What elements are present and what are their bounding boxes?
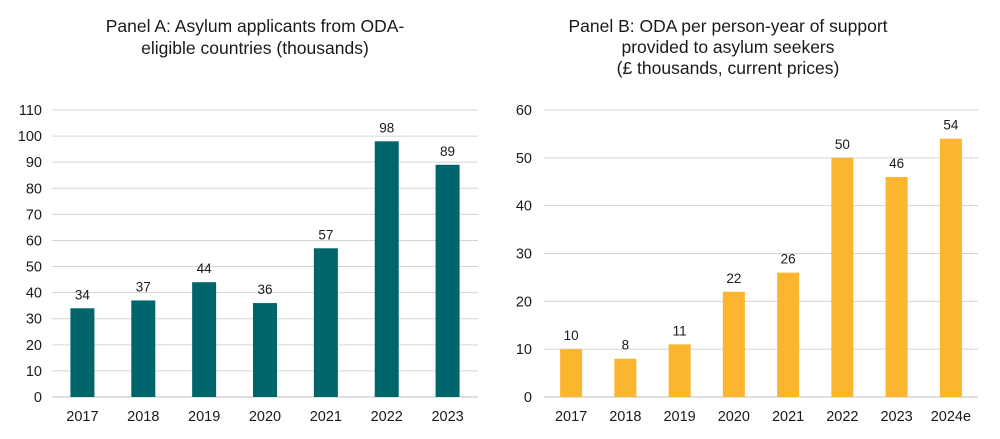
- panel-b-x-tick-label-2018: 2018: [609, 409, 641, 425]
- panel-b-y-tick-label: 40: [516, 199, 532, 215]
- panel-a-bar-2019: [192, 282, 217, 397]
- panel-b-data-label-2022: 50: [835, 137, 850, 152]
- panel-b-x-tick-label-2020: 2020: [718, 409, 750, 425]
- panel-a-y-tick-label: 0: [34, 390, 42, 406]
- panel-b-x-tick-label-2022: 2022: [826, 409, 858, 425]
- panel-b-x-tick-label-2021: 2021: [772, 409, 804, 425]
- panel-a-y-tick-label: 30: [26, 312, 42, 328]
- panel-a-data-label-2022: 98: [379, 120, 394, 135]
- panel-a-bar-2017: [70, 308, 95, 397]
- panel-a-data-label-2017: 34: [75, 287, 91, 302]
- panel-b-bar-2017: [560, 349, 583, 397]
- panel-a-y-tick-label: 50: [26, 260, 42, 276]
- panel-b-y-tick-label: 20: [516, 294, 532, 310]
- panel-b-bar-2024e: [939, 138, 962, 397]
- panel-b-bar-2018: [614, 358, 637, 397]
- panel-b-bar-2023: [885, 176, 908, 397]
- panel-a-bar-2022: [374, 141, 399, 397]
- panel-a-x-tick-label-2019: 2019: [188, 409, 220, 425]
- panel-a-data-label-2019: 44: [197, 261, 213, 276]
- panel-a-bar-2018: [131, 300, 156, 397]
- panel-b-x-tick-label-2023: 2023: [880, 409, 912, 425]
- panel-a-x-tick-label-2022: 2022: [371, 409, 403, 425]
- panel-a-data-label-2018: 37: [136, 279, 151, 294]
- panel-a-title-line: Panel A: Asylum applicants from ODA-: [106, 16, 405, 36]
- panel-a-chart: Panel A: Asylum applicants from ODA-elig…: [18, 16, 478, 425]
- panel-a-y-tick-label: 100: [18, 129, 42, 145]
- panel-b-chart: Panel B: ODA per person-year of supportp…: [516, 16, 978, 425]
- panel-b-bar-2021: [777, 272, 800, 397]
- panel-b-data-label-2019: 11: [673, 323, 687, 338]
- panel-a-y-tick-label: 110: [19, 103, 42, 119]
- panel-b-data-label-2021: 26: [781, 252, 796, 267]
- panel-b-title-line: (£ thousands, current prices): [617, 58, 840, 78]
- panel-a-y-tick-label: 40: [26, 286, 42, 302]
- panel-a-y-tick-label: 20: [26, 338, 42, 354]
- panel-a-x-tick-label-2021: 2021: [310, 409, 342, 425]
- panel-b-x-tick-label-2024e: 2024e: [931, 409, 971, 425]
- panel-b-y-tick-label: 60: [516, 103, 532, 119]
- panel-b-data-label-2018: 8: [622, 338, 630, 353]
- panel-b-y-tick-label: 30: [516, 247, 532, 263]
- panel-a-y-tick-label: 70: [26, 207, 42, 223]
- panel-a-y-tick-label: 80: [26, 181, 42, 197]
- panel-a-title-line: eligible countries (thousands): [141, 38, 369, 58]
- panel-a-x-tick-label-2020: 2020: [249, 409, 281, 425]
- panel-a-data-label-2021: 57: [318, 227, 333, 242]
- panel-b-title-line: Panel B: ODA per person-year of support: [568, 16, 887, 36]
- panel-a-bar-2020: [253, 303, 277, 397]
- panel-b-data-label-2024e: 54: [943, 118, 959, 133]
- panel-a-bar-2021: [313, 248, 338, 397]
- panel-a-x-tick-label-2017: 2017: [66, 409, 98, 425]
- panel-b-data-label-2020: 22: [726, 271, 741, 286]
- panel-a-x-tick-label-2018: 2018: [127, 409, 159, 425]
- panel-b-y-tick-label: 10: [516, 342, 532, 358]
- panel-b-data-label-2023: 46: [889, 156, 904, 171]
- panel-a-bar-2023: [435, 164, 460, 397]
- panel-a-x-tick-label-2023: 2023: [431, 409, 463, 425]
- panel-b-y-tick-label: 0: [524, 390, 532, 406]
- panel-b-data-label-2017: 10: [564, 328, 579, 343]
- panel-b-title-line: provided to asylum seekers: [621, 37, 834, 57]
- panel-b-bar-2020: [722, 291, 745, 397]
- panel-b-y-tick-label: 50: [516, 151, 532, 167]
- panel-b-x-tick-label-2019: 2019: [663, 409, 695, 425]
- panel-a-y-tick-label: 10: [26, 364, 42, 380]
- panel-a-data-label-2020: 36: [257, 282, 272, 297]
- panel-b-x-tick-label-2017: 2017: [555, 409, 587, 425]
- panel-a-y-tick-label: 90: [26, 155, 42, 171]
- panel-a-data-label-2023: 89: [440, 144, 455, 159]
- panel-b-bar-2022: [831, 157, 854, 397]
- panel-a-y-tick-label: 60: [26, 233, 42, 249]
- panel-b-bar-2019: [668, 344, 691, 397]
